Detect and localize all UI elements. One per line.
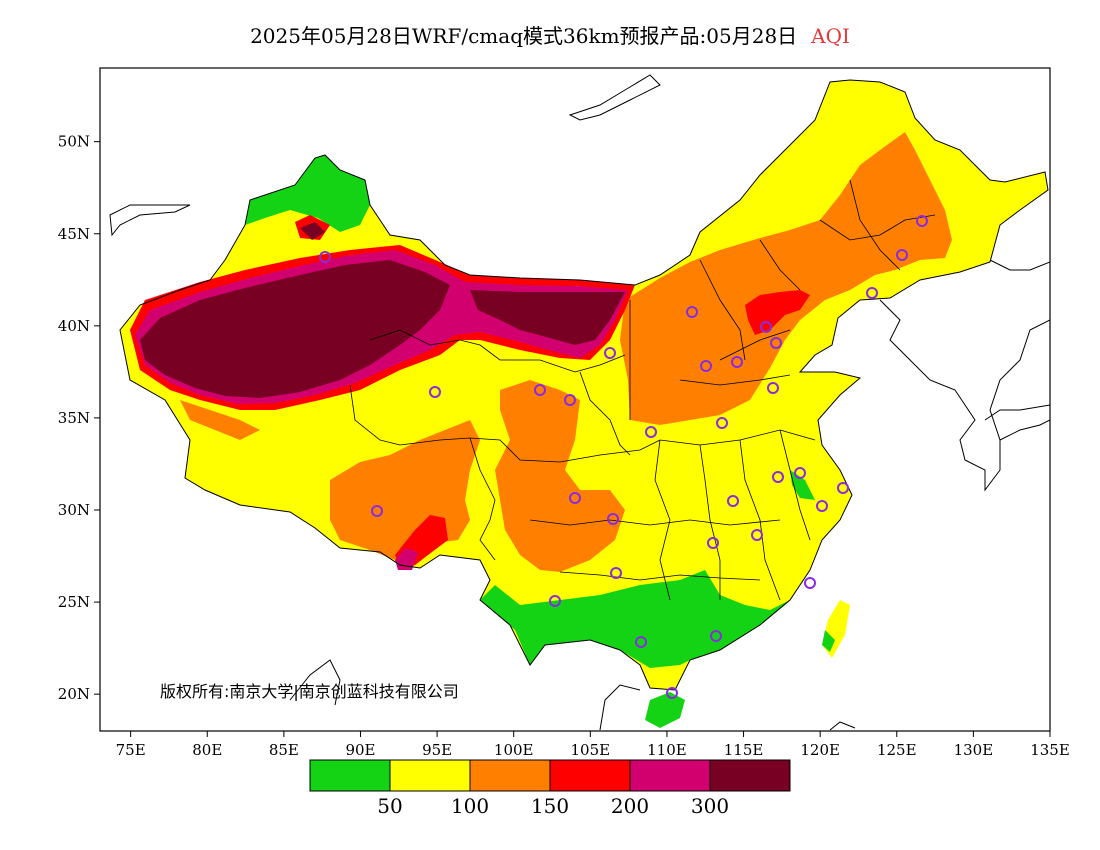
region-sensitive-west — [180, 400, 260, 440]
neighbor-coastlines — [109, 74, 1050, 731]
lon-axis: 75E 80E 85E 90E 95E 100E 105E 110E 115E 120E 125E 1… — [116, 731, 1070, 759]
legend-swatch — [469, 759, 551, 792]
lat-tick-label: 30N — [58, 501, 90, 519]
lon-tick-label: 135E — [1030, 741, 1070, 759]
legend-label: 200 — [611, 794, 649, 818]
country-border — [119, 79, 1049, 691]
lat-tick-label: 40N — [58, 317, 90, 335]
map-frame — [99, 67, 1051, 732]
taiwan-island — [822, 600, 850, 658]
lon-tick-label: 125E — [877, 741, 917, 759]
lon-tick-label: 80E — [192, 741, 222, 759]
legend-swatch — [549, 759, 631, 792]
lon-tick-label: 110E — [647, 741, 687, 759]
legend-label: 100 — [451, 794, 489, 818]
legend-label: 300 — [691, 794, 729, 818]
region-good-nw — [245, 155, 370, 232]
lon-tick-label: 120E — [800, 741, 840, 759]
station-markers — [319, 215, 928, 699]
aqi-legend: 50 100 150 200 300 — [309, 759, 791, 818]
lon-tick-label: 130E — [954, 741, 994, 759]
province-borders — [349, 179, 936, 601]
map-area — [109, 74, 1050, 731]
lat-tick-label: 25N — [58, 593, 90, 611]
region-sensitive-center — [495, 380, 625, 572]
lat-tick-label: 20N — [58, 685, 90, 703]
region-hazardous-north-spot — [300, 222, 325, 240]
legend-swatch — [389, 759, 471, 792]
lon-tick-label: 95E — [422, 741, 452, 759]
map-title: 2025年05月28日WRF/cmaq模式36km预报产品:05月28日 AQI — [0, 20, 1100, 49]
lon-tick-label: 75E — [116, 741, 146, 759]
lon-tick-label: 85E — [269, 741, 299, 759]
title-text: 2025年05月28日WRF/cmaq模式36km预报产品:05月28日 — [250, 24, 798, 48]
legend-label: 150 — [531, 794, 569, 818]
lat-tick-label: 35N — [58, 409, 90, 427]
taiwan-green — [822, 630, 835, 652]
region-sensitive-north — [620, 132, 952, 425]
hainan-island — [645, 692, 685, 728]
lat-tick-label: 45N — [58, 225, 90, 243]
copyright-text: 版权所有:南京大学|南京创蓝科技有限公司 — [160, 682, 459, 701]
lon-tick-label: 90E — [345, 741, 375, 759]
lon-tick-label: 115E — [724, 741, 764, 759]
legend-label: 50 — [377, 794, 402, 818]
region-hazardous-taklimakan — [140, 260, 450, 398]
title-variable: AQI — [811, 24, 850, 48]
legend-swatch — [629, 759, 711, 792]
legend-swatch — [709, 759, 791, 792]
lat-tick-label: 50N — [58, 133, 90, 151]
lon-tick-label: 105E — [571, 741, 611, 759]
lat-axis: 20N 25N 30N 35N 40N 45N 50N — [58, 133, 100, 703]
region-hazardous-alxa — [470, 290, 625, 345]
lon-tick-label: 100E — [494, 741, 534, 759]
legend-swatch — [309, 759, 391, 792]
region-very-unhealthy-tibet — [395, 548, 418, 570]
